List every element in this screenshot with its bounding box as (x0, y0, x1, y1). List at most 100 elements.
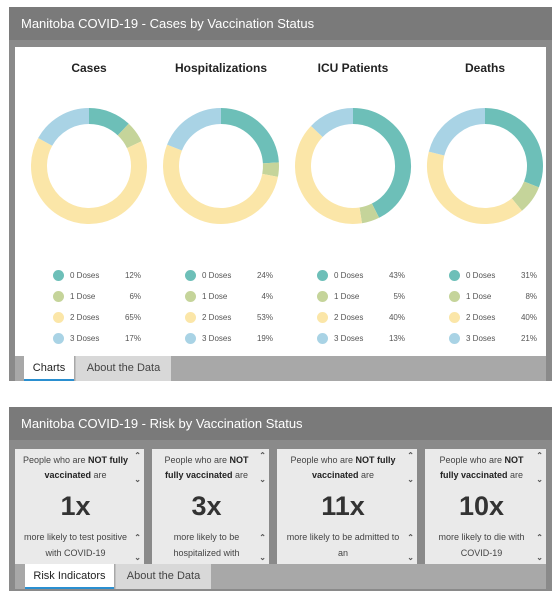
legend-swatch (317, 291, 328, 302)
legend-item: 0 Doses 43% (305, 268, 405, 289)
risk-panel: Manitoba COVID-19 - Risk by Vaccination … (9, 407, 552, 591)
legend-item: 3 Doses 17% (41, 331, 141, 352)
legend-item: 1 Dose 6% (41, 289, 141, 310)
legend-item: 3 Doses 21% (437, 331, 537, 352)
chevron-down-icon[interactable]: ⌄ (407, 475, 414, 484)
risk-indicator-description: People who are NOT fully vaccinated are (290, 455, 396, 480)
legend-item: 2 Doses 65% (41, 310, 141, 331)
legend-item: 1 Dose 5% (305, 289, 405, 310)
legend-value: 53% (256, 313, 273, 322)
legend-item: 2 Doses 40% (437, 310, 537, 331)
legend-value: 6% (129, 292, 141, 301)
legend-label: 3 Doses (466, 334, 496, 343)
chevron-up-icon[interactable]: ⌃ (259, 451, 266, 460)
chevron-down-icon[interactable]: ⌄ (536, 553, 543, 562)
donut-slice-1-dose[interactable] (262, 162, 279, 177)
donut-slice-2-doses[interactable] (31, 138, 147, 224)
legend-value: 12% (124, 271, 141, 280)
legend-swatch (185, 333, 196, 344)
risk-indicator-deaths: People who are NOT fully vaccinated are … (425, 449, 546, 564)
chart-title: ICU Patients (317, 61, 389, 75)
risk-indicator-description: People who are NOT fully vaccinated are (22, 455, 129, 480)
legend-swatch (185, 312, 196, 323)
tab-about-the-data[interactable]: About the Data (75, 356, 171, 381)
chevron-down-icon[interactable]: ⌄ (134, 475, 141, 484)
chevron-down-icon[interactable]: ⌄ (259, 475, 266, 484)
legend-label: 3 Doses (70, 334, 100, 343)
tab-charts[interactable]: Charts (24, 356, 74, 381)
legend-swatch (317, 333, 328, 344)
donut-slice-0-doses[interactable] (220, 108, 279, 164)
legend-item: 0 Doses 24% (173, 268, 273, 289)
donut-slice-0-doses[interactable] (484, 108, 543, 188)
legend-label: 1 Dose (202, 292, 228, 301)
donut-slice-0-doses[interactable] (88, 108, 129, 136)
chevron-down-icon[interactable]: ⌄ (259, 553, 266, 562)
donut-slice-2-doses[interactable] (163, 144, 278, 224)
legend-item: 1 Dose 8% (437, 289, 537, 310)
chevron-up-icon[interactable]: ⌃ (536, 451, 543, 460)
donut-slice-3-doses[interactable] (38, 108, 90, 147)
cases-tab-bar: Charts About the Data (15, 356, 546, 381)
donut-slice-1-dose[interactable] (511, 181, 539, 211)
legend-label: 1 Dose (466, 292, 492, 301)
risk-indicator-hospitalizations: People who are NOT fully vaccinated are … (152, 449, 269, 564)
chevron-up-icon[interactable]: ⌃ (259, 533, 266, 542)
legend-label: 3 Doses (202, 334, 232, 343)
donut-slice-3-doses[interactable] (428, 108, 486, 156)
legend-value: 65% (124, 313, 141, 322)
donut-slice-2-doses[interactable] (427, 151, 522, 224)
chevron-down-icon[interactable]: ⌄ (407, 553, 414, 562)
legend-swatch (449, 291, 460, 302)
legend-label: 0 Doses (70, 271, 100, 280)
donut-chart (163, 108, 279, 224)
chevron-down-icon[interactable]: ⌄ (536, 475, 543, 484)
cases-panel-title: Manitoba COVID-19 - Cases by Vaccination… (9, 7, 552, 40)
legend-swatch (53, 270, 64, 281)
legend-swatch (449, 333, 460, 344)
legend-label: 2 Doses (334, 313, 364, 322)
legend-item: 2 Doses 40% (305, 310, 405, 331)
donut-slice-1-dose[interactable] (359, 203, 380, 224)
legend-label: 1 Dose (70, 292, 96, 301)
risk-outcome: more likely to be admitted to an (286, 532, 400, 558)
donut-chart (31, 108, 147, 224)
donut-slice-0-doses[interactable] (352, 108, 411, 218)
legend-value: 31% (520, 271, 537, 280)
tab-about-the-data[interactable]: About the Data (115, 564, 211, 589)
risk-indicator-cases: People who are NOT fully vaccinated are … (15, 449, 144, 564)
donut-chart (295, 108, 411, 224)
chevron-up-icon[interactable]: ⌃ (407, 451, 414, 460)
legend-swatch (449, 270, 460, 281)
chevron-up-icon[interactable]: ⌃ (134, 533, 141, 542)
risk-indicator-description: People who are NOT fully vaccinated are (164, 455, 249, 480)
risk-indicator-description: People who are NOT fully vaccinated are (439, 455, 524, 480)
donut-slice-3-doses[interactable] (167, 108, 222, 151)
chart-title: Deaths (464, 61, 505, 75)
donut-slice-2-doses[interactable] (295, 125, 362, 224)
chevron-down-icon[interactable]: ⌄ (134, 553, 141, 562)
tab-risk-indicators[interactable]: Risk Indicators (25, 564, 114, 589)
chart-cases: Cases 0 Doses 12% 1 Dose 6% 2 Doses 65% 3 Dose… (23, 47, 155, 352)
cases-panel: Manitoba COVID-19 - Cases by Vaccination… (9, 7, 552, 381)
legend-swatch (317, 270, 328, 281)
legend-value: 17% (124, 334, 141, 343)
chart-legend: 0 Doses 43% 1 Dose 5% 2 Doses 40% 3 Doses 13% (305, 268, 405, 352)
chart-title: Cases (71, 61, 107, 75)
legend-swatch (317, 312, 328, 323)
risk-tab-bar: Risk Indicators About the Data (15, 564, 546, 589)
chevron-up-icon[interactable]: ⌃ (407, 533, 414, 542)
donut-slice-1-dose[interactable] (117, 123, 142, 149)
legend-value: 21% (520, 334, 537, 343)
legend-label: 0 Doses (334, 271, 364, 280)
risk-multiplier: 3x (191, 491, 222, 521)
chart-icu-patients: ICU Patients 0 Doses 43% 1 Dose 5% 2 Doses 40… (287, 47, 419, 352)
legend-swatch (185, 270, 196, 281)
legend-label: 2 Doses (70, 313, 100, 322)
donut-slice-3-doses[interactable] (311, 108, 354, 138)
risk-outcome: more likely to test positive with COVID-… (23, 532, 128, 558)
chevron-up-icon[interactable]: ⌃ (536, 533, 543, 542)
risk-outcome: more likely to be hospitalized with (173, 532, 240, 558)
legend-label: 0 Doses (466, 271, 496, 280)
chevron-up-icon[interactable]: ⌃ (134, 451, 141, 460)
